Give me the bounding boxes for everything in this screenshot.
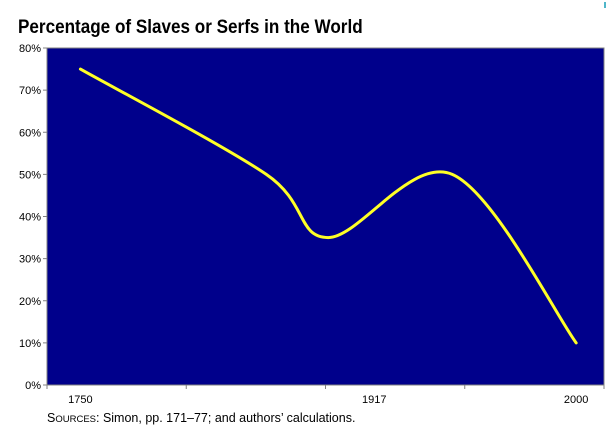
y-tick-label: 40% xyxy=(19,212,41,224)
source-label-rest: OURCES xyxy=(55,414,96,425)
plot-area xyxy=(46,47,605,386)
y-axis: 0% 10% 20% 30% 40% 50% 60% 70% 80% xyxy=(19,43,47,392)
x-tick-label: 1917 xyxy=(362,394,386,406)
y-tick-label: 30% xyxy=(19,254,41,266)
source-text: : Simon, pp. 171–77; and authors’ calcul… xyxy=(96,411,356,425)
source-note: SOURCES: Simon, pp. 171–77; and authors’… xyxy=(47,411,355,425)
corner-mark xyxy=(604,2,606,8)
series-line xyxy=(78,67,578,345)
y-tick-label: 10% xyxy=(19,338,41,350)
source-label-initial: S xyxy=(47,411,56,425)
x-axis: 1750 1917 2000 xyxy=(46,385,605,406)
y-tick-label: 60% xyxy=(19,127,41,139)
y-tick-label: 20% xyxy=(19,296,41,308)
y-tick-label: 50% xyxy=(19,169,41,181)
y-tick-label: 70% xyxy=(19,85,41,97)
chart-title: Percentage of Slaves or Serfs in the Wor… xyxy=(18,17,363,38)
x-tick-label: 1750 xyxy=(68,394,92,406)
y-tick-label: 80% xyxy=(19,43,41,55)
y-tick-label: 0% xyxy=(25,380,41,392)
x-tick-label: 2000 xyxy=(564,394,588,406)
